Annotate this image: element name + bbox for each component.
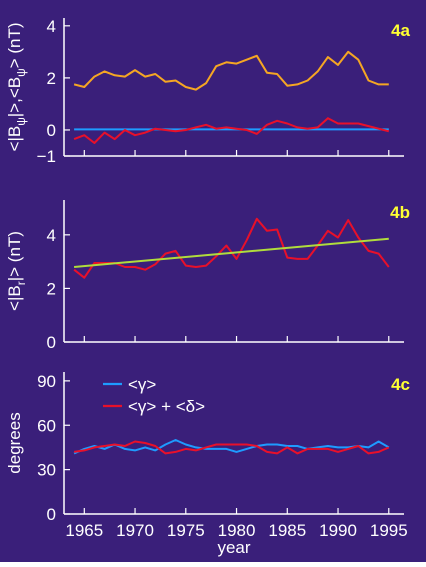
legend-label: <γ> <box>128 375 156 394</box>
x-tick-label: 1980 <box>218 521 256 540</box>
y-tick-label: 0 <box>47 333 56 352</box>
y-axis-label-part: > (nT) <box>5 23 24 69</box>
legend-label: <γ> + <δ> <box>128 397 205 416</box>
series-line-gamma <box>73 439 390 455</box>
x-tick-label: 1965 <box>65 521 103 540</box>
y-axis-label-subscript: ψ <box>14 117 28 126</box>
y-axis-label-subscript: ψ <box>14 68 28 77</box>
x-tick-label: 1995 <box>370 521 408 540</box>
y-axis-label: degrees <box>5 412 24 473</box>
series-line-trend <box>74 237 389 268</box>
y-axis-label-part: <|B <box>5 126 24 152</box>
x-axis-label: year <box>217 538 250 557</box>
y-axis-label-part: <|B <box>5 285 24 311</box>
y-tick-label: 0 <box>47 121 56 140</box>
panel-label: 4a <box>391 21 410 40</box>
x-tick-label: 1970 <box>116 521 154 540</box>
panel-label: 4b <box>390 203 410 222</box>
y-tick-label: 2 <box>47 69 56 88</box>
x-tick-label: 1975 <box>167 521 205 540</box>
x-tick-label: 1990 <box>319 521 357 540</box>
y-tick-label: 2 <box>47 279 56 298</box>
y-tick-label: 60 <box>37 416 56 435</box>
y-tick-label: 4 <box>47 17 56 36</box>
y-axis-label: <|Bψ|>,<Bψ> (nT) <box>5 23 28 152</box>
y-tick-label: 4 <box>47 226 56 245</box>
y-axis-label-part: degrees <box>5 412 24 473</box>
y-axis-label-part: |>,<B <box>5 77 24 117</box>
series-line-signed <box>73 117 390 144</box>
y-tick-label: 0 <box>47 505 56 524</box>
y-axis-label-part: |> (nT) <box>5 231 24 281</box>
y-axis-label: <|Br|> (nT) <box>5 231 28 311</box>
y-tick-label: 30 <box>37 461 56 480</box>
x-tick-label: 1985 <box>268 521 306 540</box>
y-axis-label-subscript: r <box>14 281 28 285</box>
y-tick-label: 90 <box>37 372 56 391</box>
series-line-abs <box>73 50 389 91</box>
y-tick-label: −1 <box>37 147 56 166</box>
series-line-gamma_delta <box>73 440 390 455</box>
panel-label: 4c <box>391 375 410 394</box>
